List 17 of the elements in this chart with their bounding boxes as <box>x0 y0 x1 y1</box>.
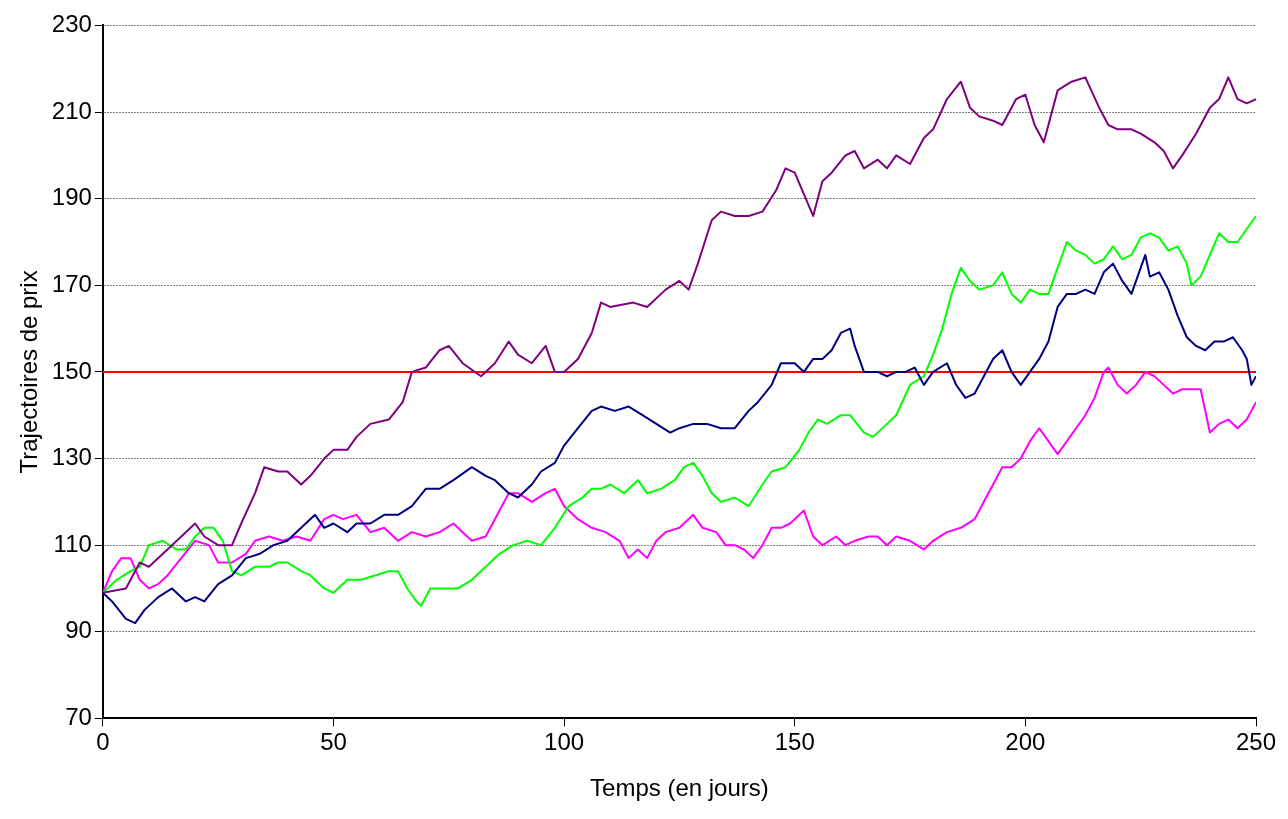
y-tick-label: 210 <box>51 96 92 124</box>
y-tick-label: 90 <box>65 616 92 644</box>
x-tick-label: 0 <box>96 728 110 756</box>
x-tick-label: 250 <box>1235 728 1277 756</box>
y-tick-label: 190 <box>51 183 92 211</box>
y-tick-label: 130 <box>51 443 92 471</box>
y-tick-label: 170 <box>51 269 92 297</box>
y-tick-label: 110 <box>53 529 92 557</box>
x-tick-label: 200 <box>1005 728 1046 756</box>
y-tick-label: 70 <box>65 703 92 731</box>
y-tick-label: 230 <box>51 10 92 38</box>
y-axis-title: Trajectoires de prix <box>15 270 43 474</box>
x-axis-title: Temps (en jours) <box>590 774 769 802</box>
x-tick-label: 150 <box>774 728 815 756</box>
y-tick-label: 150 <box>51 356 92 384</box>
x-tick-label: 100 <box>544 728 585 756</box>
x-tick-label: 50 <box>320 728 347 756</box>
